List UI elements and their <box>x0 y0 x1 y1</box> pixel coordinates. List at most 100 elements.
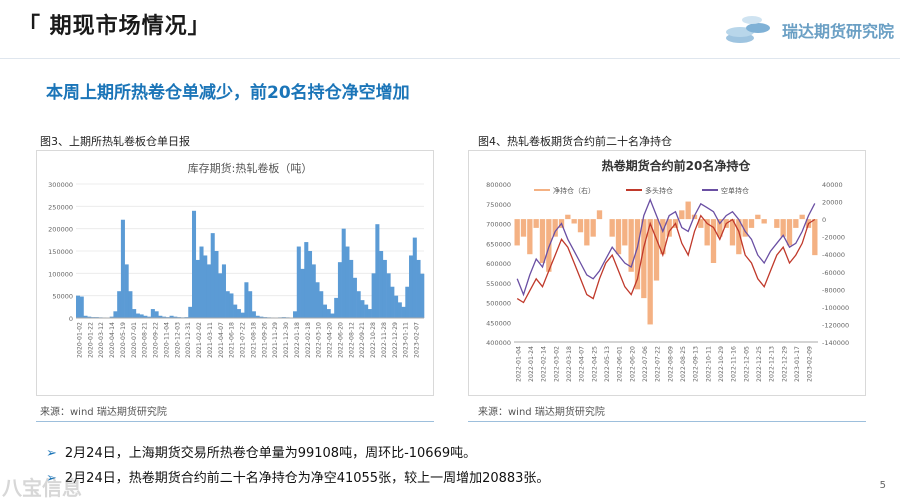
x-tick-label: 2022-06-01 <box>617 346 624 382</box>
arrow-bullet-icon: ➢ <box>46 471 57 486</box>
bar <box>390 286 395 318</box>
brand-logo-icon <box>726 16 770 43</box>
net-bar <box>539 219 546 263</box>
x-tick-label: 2020-08-21 <box>142 322 149 358</box>
net-bar <box>628 219 634 272</box>
bar <box>147 316 152 318</box>
x-tick-label: 2022-06-20 <box>337 322 344 358</box>
bar <box>199 246 204 318</box>
x-tick-label: 2022-08-09 <box>667 346 674 382</box>
net-bar <box>799 214 805 220</box>
bar <box>113 311 118 318</box>
y-right-tick-label: -120000 <box>822 321 849 329</box>
chart-frame <box>468 150 866 396</box>
x-tick-label: 2022-01-18 <box>294 322 301 358</box>
x-tick-label: 2021-06-18 <box>229 322 236 358</box>
bar <box>214 251 219 318</box>
bar <box>386 273 391 318</box>
bar <box>337 262 342 318</box>
net-bar <box>577 219 584 233</box>
y-tick-label: 200000 <box>48 226 73 234</box>
page-title: 「 期现市场情况」 <box>18 14 211 39</box>
bar <box>412 237 417 318</box>
legend-label: 多头持仓 <box>645 186 673 195</box>
bar <box>124 264 129 318</box>
x-tick-label: 2022-12-29 <box>392 322 399 358</box>
chart-title: 热卷期货合约前20名净持仓 <box>602 158 752 173</box>
x-tick-label: 2020-01-02 <box>76 322 83 358</box>
bar <box>300 268 305 318</box>
x-tick-label: 2023-01-11 <box>403 322 410 358</box>
x-tick-label: 2022-01-04 <box>515 346 522 382</box>
net-bar <box>755 214 761 220</box>
net-bar <box>742 219 748 237</box>
net-bar <box>793 219 799 228</box>
y-right-tick-label: -40000 <box>822 251 845 259</box>
bar <box>143 315 148 318</box>
legend-label: 净持仓（右） <box>553 186 595 195</box>
x-tick-label: 2022-10-28 <box>370 322 377 358</box>
y-left-tick-label: 600000 <box>486 260 511 268</box>
bar <box>248 291 253 318</box>
section-subtitle: 本周上期所热卷仓单减少，前20名持仓净空增加 <box>46 83 410 103</box>
y-right-tick-label: 20000 <box>822 199 843 207</box>
bar <box>259 316 264 318</box>
bar <box>225 291 230 318</box>
x-tick-label: 2022-12-05 <box>743 346 750 382</box>
y-left-tick-label: 800000 <box>486 181 511 189</box>
y-right-tick-label: -80000 <box>822 286 845 294</box>
x-tick-label: 2022-07-22 <box>655 346 662 382</box>
chart-title: 库存期货:热轧卷板（吨） <box>188 161 313 175</box>
short-position-line <box>516 198 816 297</box>
net-bar <box>786 219 793 246</box>
x-tick-label: 2022-11-28 <box>381 322 388 358</box>
net-bar <box>717 219 723 237</box>
bar <box>341 228 346 318</box>
bar <box>195 259 200 318</box>
net-bar <box>685 201 691 220</box>
bar <box>255 315 260 318</box>
net-position-chart: 热卷期货合约前20名净持仓400000450000500000550000600… <box>468 150 866 396</box>
bar <box>293 311 298 318</box>
bar <box>311 264 316 318</box>
net-bar <box>552 219 558 237</box>
y-right-tick-label: 40000 <box>822 181 843 189</box>
bar <box>352 277 357 318</box>
net-bar <box>748 219 755 228</box>
page-number: 5 <box>879 480 886 491</box>
x-tick-label: 2021-03-11 <box>207 322 214 358</box>
bar <box>79 296 84 318</box>
x-tick-label: 2022-10-29 <box>718 346 725 382</box>
bar <box>128 291 133 318</box>
net-bar <box>622 219 628 246</box>
y-right-tick-label: -100000 <box>822 304 849 312</box>
watermark: 八宝信息 <box>2 476 82 500</box>
y-tick-label: 50000 <box>52 293 73 301</box>
bar <box>173 316 178 318</box>
bar <box>83 315 88 318</box>
y-left-tick-label: 400000 <box>486 339 511 347</box>
net-bar <box>780 219 786 237</box>
bar <box>162 316 167 318</box>
x-tick-label: 2021-11-29 <box>272 322 279 358</box>
y-right-tick-label: -60000 <box>822 269 845 277</box>
net-bar <box>647 219 653 325</box>
bar <box>188 306 193 318</box>
net-bar <box>679 210 685 220</box>
net-bar <box>698 219 704 228</box>
net-bar <box>761 219 767 224</box>
bar <box>334 297 339 318</box>
y-tick-label: 250000 <box>48 203 73 211</box>
bar <box>319 291 324 318</box>
bar <box>304 242 309 318</box>
bar <box>233 304 238 318</box>
net-bar <box>520 219 527 237</box>
x-tick-label: 2022-02-14 <box>541 346 548 382</box>
bar <box>405 286 410 318</box>
x-tick-label: 2020-05-19 <box>120 322 127 358</box>
x-tick-label: 2020-01-22 <box>87 322 94 358</box>
net-bar <box>641 219 647 299</box>
net-bar <box>514 219 520 246</box>
net-bar <box>736 219 742 255</box>
bar <box>409 255 414 318</box>
